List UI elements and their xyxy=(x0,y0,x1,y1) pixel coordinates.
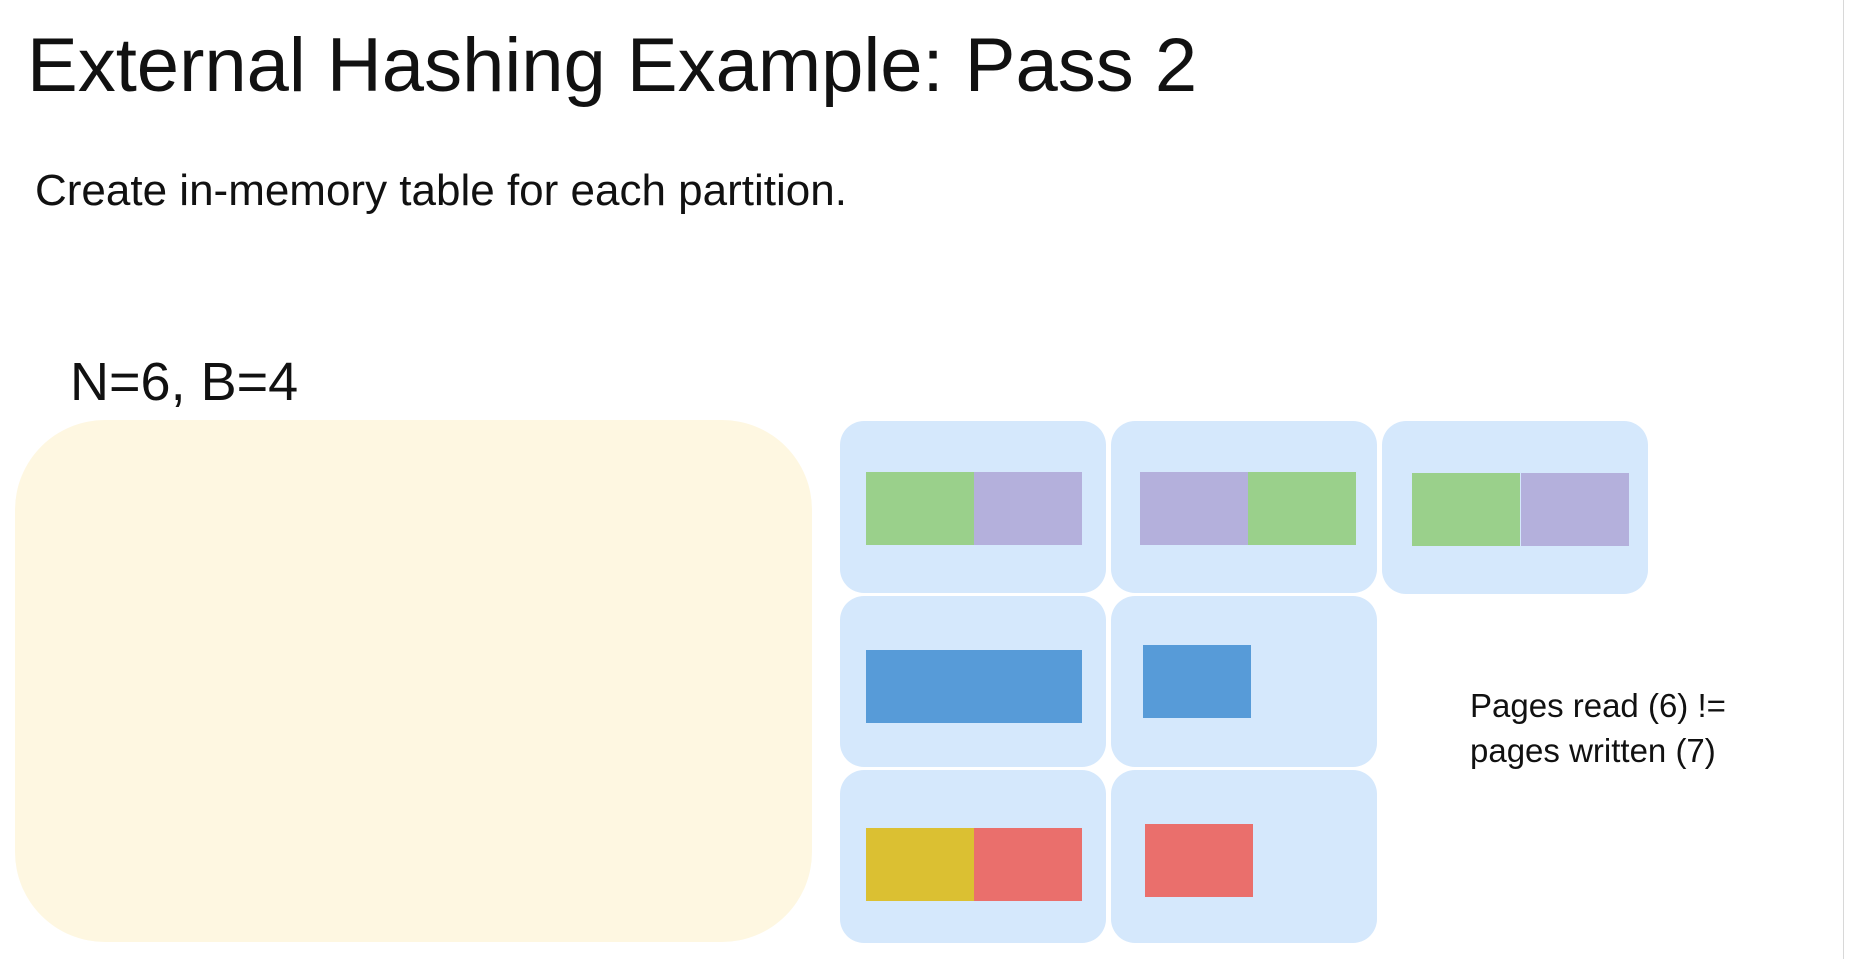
slide-title: External Hashing Example: Pass 2 xyxy=(27,23,1198,108)
page-red xyxy=(1145,824,1253,897)
page-green xyxy=(866,472,974,545)
page-red xyxy=(974,828,1082,901)
page-blue xyxy=(1143,645,1251,718)
page-blue xyxy=(974,650,1082,723)
page-yellow xyxy=(866,828,974,901)
slide-subtitle: Create in-memory table for each partitio… xyxy=(35,166,847,215)
io-note: Pages read (6) != pages written (7) xyxy=(1470,683,1726,773)
memory-buffer-area xyxy=(15,420,812,942)
page-purple xyxy=(1521,473,1629,546)
parameters-label: N=6, B=4 xyxy=(70,352,299,412)
page-blue xyxy=(866,650,974,723)
page-green xyxy=(1412,473,1520,546)
page-purple xyxy=(974,472,1082,545)
io-note-line-2: pages written (7) xyxy=(1470,732,1716,769)
page-green xyxy=(1248,472,1356,545)
page-purple xyxy=(1140,472,1248,545)
slide-edge xyxy=(1843,0,1844,959)
io-note-line-1: Pages read (6) != xyxy=(1470,687,1726,724)
